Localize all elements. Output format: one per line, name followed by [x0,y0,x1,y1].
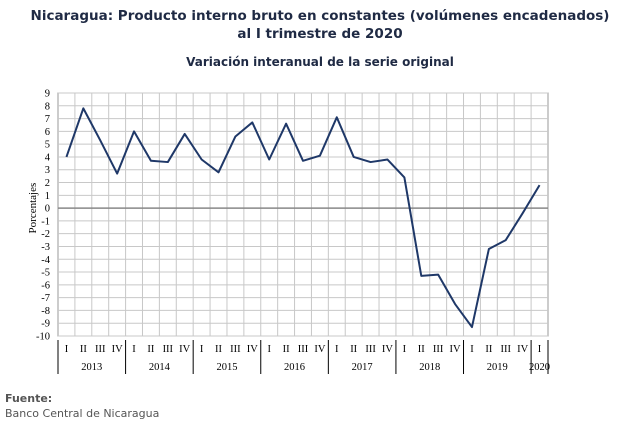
y-tick-label: 9 [45,89,50,100]
x-quarter-label: II [485,344,492,355]
x-quarter-label: III [501,344,512,355]
x-quarter-label: III [365,344,376,355]
x-year-label: 2017 [352,362,373,373]
x-quarter-label: I [267,344,271,355]
x-quarter-label: IV [450,344,461,355]
x-quarter-label: III [95,344,106,355]
x-quarter-label: III [433,344,444,355]
y-tick-label: -4 [41,255,50,266]
y-tick-label: 2 [45,178,50,189]
x-quarter-label: IV [179,344,190,355]
x-year-label: 2013 [81,362,102,373]
x-year-label: 2015 [216,362,237,373]
x-year-label: 2020 [529,362,550,373]
y-tick-label: -9 [41,319,50,330]
x-quarter-label: I [538,344,542,355]
x-quarter-label: IV [314,344,325,355]
x-quarter-label: I [470,344,474,355]
y-tick-label: 0 [45,204,50,215]
x-year-label: 2016 [284,362,305,373]
y-tick-label: -2 [41,229,50,240]
x-quarter-label: II [215,344,222,355]
y-tick-label: 6 [45,127,50,138]
y-tick-label: -1 [41,216,50,227]
y-tick-label: -3 [41,242,50,253]
x-quarter-label: III [163,344,174,355]
y-tick-label: 7 [45,114,50,125]
chart-title-line2: al I trimestre de 2020 [237,26,403,42]
x-quarter-label: II [80,344,87,355]
x-year-label: 2014 [149,362,171,373]
y-tick-label: 4 [45,152,51,163]
y-tick-label: -5 [41,268,50,279]
x-quarter-label: III [230,344,241,355]
x-quarter-label: II [147,344,154,355]
x-quarter-label: IV [247,344,258,355]
chart-title: Nicaragua: Producto interno bruto en con… [30,8,610,24]
x-quarter-label: II [418,344,425,355]
y-tick-label: -8 [41,306,50,317]
y-tick-label: -6 [41,280,50,291]
y-tick-label: 5 [45,140,50,151]
x-quarter-label: I [403,344,407,355]
x-quarter-label: I [65,344,69,355]
line-chart: 9876543210-1-2-3-4-5-6-7-8-9-10Porcentaj… [27,89,550,374]
x-quarter-label: I [132,344,136,355]
chart-subtitle: Variación interanual de la serie origina… [186,55,454,69]
x-quarter-label: II [283,344,290,355]
y-tick-label: 3 [45,165,50,176]
y-axis-label: Porcentajes [27,183,39,234]
plot-frame [57,92,549,337]
x-quarter-label: IV [112,344,123,355]
x-year-label: 2019 [487,362,508,373]
x-quarter-label: II [350,344,357,355]
x-quarter-label: I [335,344,339,355]
y-tick-label: 8 [45,101,50,112]
series-line [65,107,541,329]
y-tick-label: -7 [41,293,50,304]
y-tick-label: 1 [45,191,50,202]
source-text: Banco Central de Nicaragua [5,407,160,420]
source-label: Fuente: [5,392,53,405]
x-quarter-label: I [200,344,204,355]
y-tick-label: -10 [36,332,50,343]
x-year-label: 2018 [419,362,440,373]
x-quarter-label: IV [382,344,393,355]
x-quarter-label: III [298,344,309,355]
x-quarter-label: IV [517,344,528,355]
